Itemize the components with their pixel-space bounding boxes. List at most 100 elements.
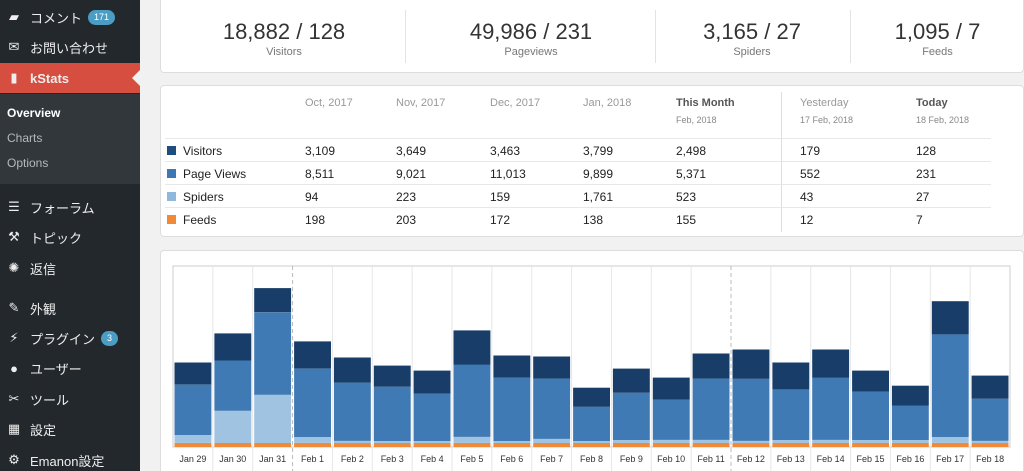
bar-segment[interactable] (732, 441, 770, 443)
bar-segment[interactable] (174, 362, 212, 385)
menu-users[interactable]: ● ユーザー (0, 353, 140, 383)
bar-segment[interactable] (493, 377, 531, 441)
submenu-charts[interactable]: Charts (7, 131, 43, 145)
bar-segment[interactable] (373, 365, 411, 387)
bar-segment[interactable] (652, 377, 690, 400)
bar-segment[interactable] (453, 436, 491, 443)
bar-segment[interactable] (891, 405, 929, 440)
bar-segment[interactable] (971, 398, 1009, 441)
bar-segment[interactable] (692, 440, 730, 443)
bar-segment[interactable] (214, 443, 252, 447)
submenu-options[interactable]: Options (7, 156, 49, 170)
bar-segment[interactable] (174, 443, 212, 447)
bar-segment[interactable] (652, 440, 690, 443)
menu-plugins[interactable]: ⚡ プラグイン 3 (0, 323, 140, 353)
bar-segment[interactable] (612, 443, 650, 447)
bar-segment[interactable] (812, 377, 850, 440)
bar-segment[interactable] (174, 384, 212, 435)
menu-comments[interactable]: ▰ コメント 171 (0, 2, 140, 32)
bar-segment[interactable] (413, 393, 451, 441)
submenu-overview[interactable]: Overview (7, 106, 61, 120)
menu-topic[interactable]: ⚒ トピック (0, 222, 140, 252)
bar-segment[interactable] (333, 441, 371, 443)
bar-segment[interactable] (333, 382, 371, 441)
bar-segment[interactable] (493, 443, 531, 447)
bar-segment[interactable] (812, 440, 850, 443)
bar-segment[interactable] (373, 441, 411, 443)
bar-segment[interactable] (214, 360, 252, 411)
bar-segment[interactable] (214, 410, 252, 443)
bar-segment[interactable] (333, 357, 371, 383)
bar-segment[interactable] (413, 443, 451, 447)
bar-segment[interactable] (294, 368, 331, 437)
bar-segment[interactable] (254, 394, 292, 443)
bar-segment[interactable] (931, 436, 969, 443)
bar-segment[interactable] (294, 341, 331, 369)
bar-segment[interactable] (533, 439, 571, 443)
bar-segment[interactable] (931, 334, 969, 437)
menu-settings[interactable]: ▦ 設定 (0, 414, 140, 444)
bar-segment[interactable] (692, 353, 730, 379)
bar-segment[interactable] (493, 441, 531, 443)
bar-segment[interactable] (573, 443, 610, 447)
bar-segment[interactable] (891, 385, 929, 406)
menu-tools[interactable]: ✂ ツール (0, 384, 140, 414)
bar-segment[interactable] (772, 362, 810, 390)
bar-segment[interactable] (453, 364, 491, 437)
bar-segment[interactable] (772, 440, 810, 443)
menu-kstats[interactable]: ▮ kStats (0, 63, 140, 93)
bar-segment[interactable] (772, 443, 810, 447)
bar-segment[interactable] (812, 443, 850, 447)
bar-segment[interactable] (852, 391, 889, 440)
bar-segment[interactable] (573, 387, 610, 407)
bar-segment[interactable] (931, 301, 969, 335)
bar-segment[interactable] (732, 349, 770, 379)
bar-segment[interactable] (373, 443, 411, 447)
bar-segment[interactable] (692, 378, 730, 440)
bar-segment[interactable] (852, 440, 889, 443)
bar-segment[interactable] (612, 440, 650, 443)
bar-segment[interactable] (891, 440, 929, 443)
bar-segment[interactable] (652, 399, 690, 440)
bar-segment[interactable] (612, 368, 650, 393)
bar-segment[interactable] (214, 333, 252, 361)
bar-segment[interactable] (812, 349, 850, 378)
bar-segment[interactable] (852, 370, 889, 392)
bar-segment[interactable] (971, 375, 1009, 399)
menu-contact[interactable]: ✉ お問い合わせ (0, 32, 140, 62)
bar-segment[interactable] (254, 312, 292, 395)
bar-segment[interactable] (333, 443, 371, 447)
bar-segment[interactable] (254, 288, 292, 313)
table-cell: 3,109 (305, 144, 336, 158)
bar-segment[interactable] (971, 443, 1009, 447)
bar-segment[interactable] (294, 443, 331, 447)
bar-segment[interactable] (732, 378, 770, 441)
bar-segment[interactable] (533, 378, 571, 439)
menu-appearance[interactable]: ✎ 外観 (0, 293, 140, 323)
menu-reply[interactable]: ✺ 返信 (0, 253, 140, 283)
bar-segment[interactable] (453, 443, 491, 447)
bar-segment[interactable] (692, 443, 730, 447)
bar-segment[interactable] (294, 436, 331, 443)
bar-segment[interactable] (413, 370, 451, 394)
bar-segment[interactable] (732, 443, 770, 447)
bar-segment[interactable] (533, 356, 571, 379)
bar-segment[interactable] (573, 406, 610, 441)
menu-emanon[interactable]: ⚙ Emanon設定 (0, 445, 140, 471)
bar-segment[interactable] (931, 443, 969, 447)
bar-segment[interactable] (174, 434, 212, 443)
bar-segment[interactable] (533, 443, 571, 447)
bar-segment[interactable] (413, 441, 451, 443)
bar-segment[interactable] (971, 441, 1009, 443)
bar-segment[interactable] (493, 355, 531, 378)
bar-segment[interactable] (612, 392, 650, 440)
bar-segment[interactable] (254, 443, 292, 447)
bar-segment[interactable] (652, 443, 690, 447)
bar-segment[interactable] (772, 389, 810, 440)
bar-segment[interactable] (373, 386, 411, 441)
bar-segment[interactable] (573, 441, 610, 443)
bar-segment[interactable] (852, 443, 889, 447)
bar-segment[interactable] (453, 330, 491, 365)
bar-segment[interactable] (891, 443, 929, 447)
menu-forum[interactable]: ☰ フォーラム (0, 192, 140, 222)
